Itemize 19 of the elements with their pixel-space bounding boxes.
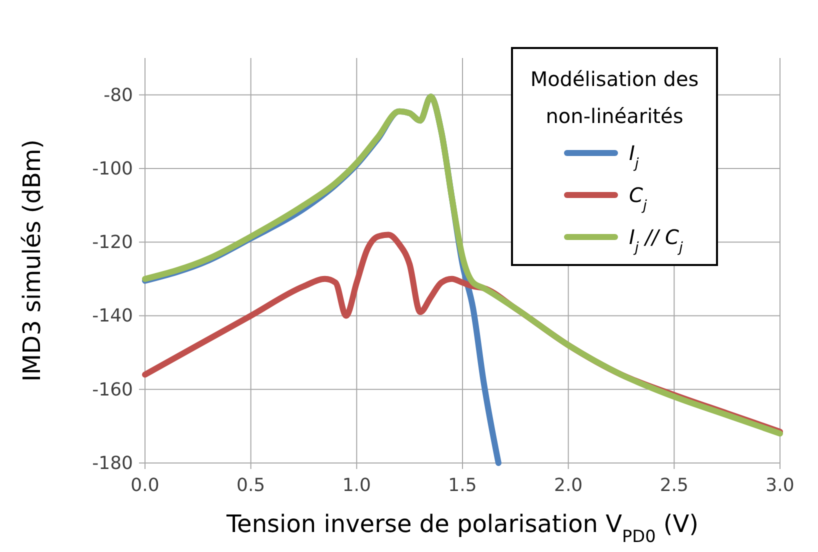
y-tick-label: -100 [92,158,133,180]
x-tick-label: 2.0 [554,475,583,496]
y-tick-label: -160 [92,379,133,400]
y-axis-title: IMD3 simulés (dBm) [18,139,46,382]
x-tick-label: 0.0 [130,475,160,496]
x-tick-label: 1.0 [342,475,371,496]
legend-title: Modélisation des non-linéarités [530,67,699,128]
legend-label: C$_{j}$ [629,183,647,214]
x-tick-label: 3.0 [766,475,794,496]
y-tick-label: -180 [92,453,133,474]
legend-label: I$_{j}$ [629,141,639,172]
y-tick-label: -80 [104,84,133,106]
x-tick-label: 1.5 [448,475,477,496]
legend-label: I$_{j}$ // C$_{j}$ [629,225,683,256]
x-tick-label: 0.5 [236,475,266,496]
x-axis-title: Tension inverse de polarisation V$_{PD0}$ (V) [225,510,699,546]
y-tick-label: -140 [92,306,133,327]
y-tick-label: -120 [92,232,133,254]
x-tick-label: 2.5 [660,475,688,496]
